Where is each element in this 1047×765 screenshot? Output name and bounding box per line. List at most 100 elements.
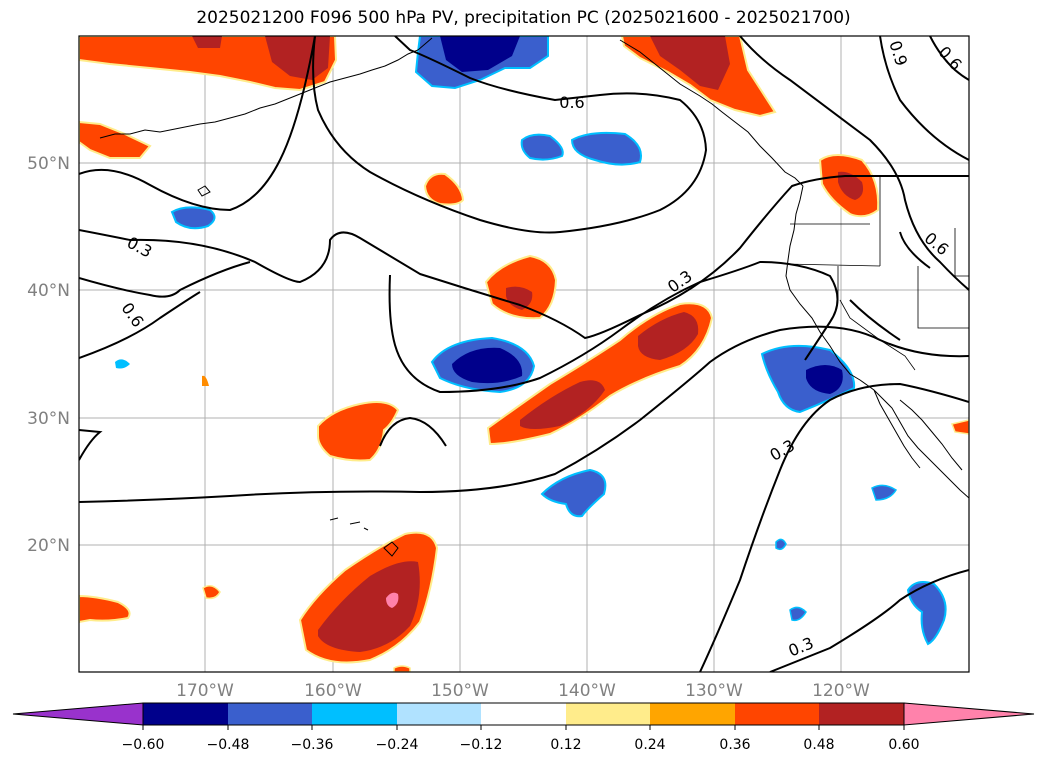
colorbar-tick-label: −0.36 bbox=[291, 737, 334, 753]
colorbar-tick-label: −0.48 bbox=[207, 737, 250, 753]
lat-label-30n: 30°N bbox=[27, 409, 70, 429]
map-title: 2025021200 F096 500 hPa PV, precipitatio… bbox=[196, 8, 851, 28]
precip-blob bbox=[115, 359, 130, 369]
contour-label: 0.6 bbox=[117, 299, 147, 331]
precip-blob bbox=[775, 538, 787, 551]
coastline-west-us bbox=[785, 185, 969, 499]
contour-label: 0.9 bbox=[885, 38, 911, 68]
pv-contour bbox=[899, 231, 931, 269]
lon-label-120w: 120°W bbox=[812, 681, 870, 701]
lat-label-40n: 40°N bbox=[27, 281, 70, 301]
contour-label: 0.6 bbox=[921, 228, 953, 259]
coastline-baja-east bbox=[899, 399, 963, 471]
precip-blob bbox=[452, 347, 523, 384]
precip-blob bbox=[440, 36, 520, 72]
colorbar-tick-label: 0.24 bbox=[634, 737, 665, 753]
pv-contour bbox=[79, 36, 316, 212]
precip-blob bbox=[871, 484, 898, 501]
pv-contour bbox=[849, 299, 901, 341]
colorbar-segment bbox=[312, 703, 397, 725]
lat-label-20n: 20°N bbox=[27, 536, 70, 556]
coastlines bbox=[99, 37, 969, 557]
lon-label-170w: 170°W bbox=[176, 681, 234, 701]
lon-label-160w: 160°W bbox=[304, 681, 362, 701]
colorbar-segment bbox=[397, 703, 481, 725]
lon-label-140w: 140°W bbox=[558, 681, 616, 701]
contour-label: 0.6 bbox=[559, 93, 584, 112]
colorbar-extend-high bbox=[903, 702, 1035, 726]
state-borders bbox=[839, 299, 916, 371]
contour-label: 0.3 bbox=[786, 633, 817, 660]
colorbar-segment bbox=[650, 703, 735, 725]
pv-contour bbox=[79, 325, 969, 503]
precip-blob bbox=[520, 380, 605, 429]
contour-labels: 0.6 0.9 0.6 0.3 0.6 0.3 0.6 0.3 0.3 bbox=[117, 38, 965, 660]
colorbar-tick-label: −0.12 bbox=[460, 737, 503, 753]
pv-contour bbox=[388, 260, 839, 394]
contour-label: 0.3 bbox=[664, 266, 696, 296]
contour-label: 0.6 bbox=[935, 43, 966, 75]
precip-blob bbox=[393, 665, 411, 672]
precip-blob bbox=[650, 36, 730, 90]
colorbar-segment bbox=[735, 703, 819, 725]
precip-blob bbox=[789, 606, 807, 622]
coastline-baja bbox=[873, 389, 921, 469]
colorbar-tick-label: −0.24 bbox=[376, 737, 419, 753]
colorbar-tick-label: 0.36 bbox=[719, 737, 750, 753]
precip-blob bbox=[170, 206, 216, 230]
coastline-alaska bbox=[99, 37, 433, 139]
lon-label-150w: 150°W bbox=[431, 681, 489, 701]
precip-blob bbox=[540, 468, 607, 518]
precip-blob bbox=[506, 286, 533, 310]
pv-contour bbox=[929, 36, 969, 81]
precip-blob bbox=[386, 592, 399, 608]
precip-blob bbox=[570, 131, 642, 166]
precip-blob bbox=[484, 254, 558, 320]
precip-blob bbox=[838, 171, 864, 200]
pv-contour bbox=[769, 569, 969, 672]
pv-contour bbox=[739, 36, 969, 291]
precip-negative bbox=[115, 36, 947, 646]
map-frame bbox=[78, 35, 970, 673]
state-borders bbox=[784, 176, 969, 329]
coastline-alaska-panhandle bbox=[619, 39, 804, 187]
colorbar-segment bbox=[481, 703, 566, 725]
precip-blob bbox=[202, 375, 209, 386]
precip-blob bbox=[79, 594, 131, 624]
lon-label-130w: 130°W bbox=[685, 681, 743, 701]
colorbar-segment bbox=[228, 703, 312, 725]
precip-blob bbox=[520, 133, 564, 161]
colorbar-tick-label: 0.48 bbox=[803, 737, 834, 753]
pv-contour bbox=[699, 382, 969, 672]
pv-contour bbox=[879, 36, 969, 161]
precip-blob bbox=[317, 401, 400, 462]
pv-contour bbox=[79, 429, 103, 461]
pv-contour bbox=[79, 291, 201, 359]
coastline-islands bbox=[197, 185, 211, 197]
colorbar-extend-low bbox=[12, 702, 144, 726]
colorbar-segment bbox=[819, 703, 904, 725]
contour-label: 0.3 bbox=[124, 233, 155, 262]
precip-positive bbox=[79, 36, 969, 672]
precip-blob bbox=[423, 172, 465, 206]
longitude-labels: 170°W 160°W 150°W 140°W 130°W 120°W bbox=[176, 681, 870, 701]
precip-blob bbox=[638, 312, 699, 360]
colorbar-tick-label: −0.60 bbox=[122, 737, 165, 753]
precip-blob bbox=[950, 419, 969, 435]
colorbar: −0.60 −0.48 −0.36 −0.24 −0.12 0.12 0.24 … bbox=[12, 702, 1035, 753]
pv-contour bbox=[79, 261, 251, 298]
pv-contour bbox=[312, 36, 708, 234]
colorbar-segment bbox=[566, 703, 650, 725]
colorbar-tick-label: 0.60 bbox=[888, 737, 919, 753]
lat-label-50n: 50°N bbox=[27, 154, 70, 174]
precip-blob bbox=[202, 585, 221, 600]
colorbar-tick-labels: −0.60 −0.48 −0.36 −0.24 −0.12 0.12 0.24 … bbox=[122, 737, 920, 753]
colorbar-ticks bbox=[142, 725, 905, 730]
pv-contour bbox=[79, 175, 969, 340]
colorbar-segment bbox=[143, 703, 228, 725]
colorbar-tick-label: 0.12 bbox=[550, 737, 581, 753]
precip-blob bbox=[318, 561, 420, 652]
precip-blob bbox=[192, 36, 222, 48]
precip-blob bbox=[806, 365, 843, 394]
